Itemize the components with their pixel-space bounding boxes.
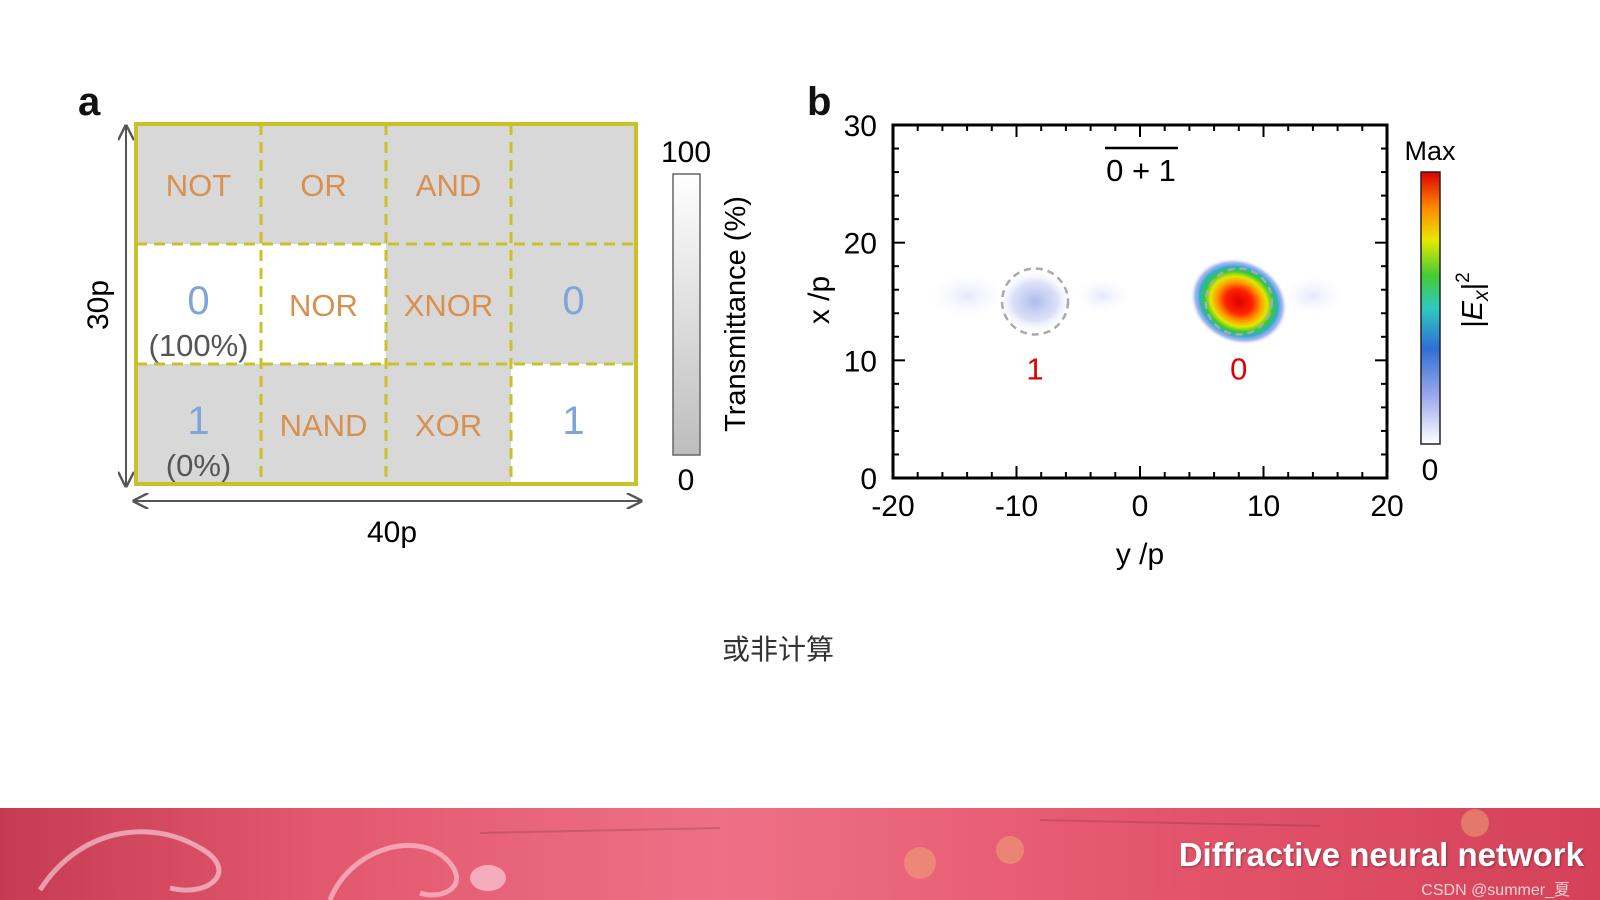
grid-cell (511, 364, 636, 484)
grid-cell (511, 124, 636, 244)
grid-border (134, 122, 638, 486)
y-tick-label: 20 (844, 228, 877, 261)
panel-b-letter: b (807, 80, 832, 124)
background-haze (1072, 275, 1133, 316)
x-tick-label: -20 (871, 490, 914, 523)
gate-label: XOR (415, 408, 482, 443)
grid-cell (261, 244, 386, 364)
expression-text: 0 + 1 (1106, 153, 1176, 188)
height-label: 30p (82, 280, 115, 330)
logic-value-label: 0 (562, 279, 584, 323)
panel-a-letter: a (78, 80, 101, 124)
intensity-colorbar-min: 0 (1422, 454, 1439, 487)
intensity-colorbar (1420, 171, 1441, 445)
grid-cell (511, 244, 636, 364)
footer-decoration (37, 809, 1489, 900)
expression-label: 0 + 1 (1105, 146, 1178, 188)
grid-cell (136, 124, 261, 244)
svg-text:|Ex|2: |Ex|2 (1453, 272, 1493, 328)
detector-label: 0 (1230, 352, 1247, 387)
figure-caption: 或非计算 (721, 633, 834, 666)
x-tick-label: -10 (995, 490, 1038, 523)
gate-label: NAND (280, 408, 368, 443)
width-label: 40p (367, 516, 417, 549)
intensity-spot (997, 269, 1074, 334)
footer-title: Diffractive neural network (1178, 836, 1584, 873)
grid-cell (386, 364, 511, 484)
x-axis-label: y /p (1116, 538, 1164, 571)
logic-value-label: 1 (187, 399, 209, 443)
colorbar-min-label: 0 (678, 464, 695, 497)
grid-cell (136, 364, 261, 484)
gate-label: OR (300, 168, 347, 203)
logic-value-label: 1 (562, 399, 584, 443)
logic-grid: NOT OR AND 0 (100%) NOR XNOR 0 1 (0%) NAND XOR 1 (134, 122, 638, 486)
grid-cell (136, 244, 261, 364)
gate-label: NOR (289, 288, 358, 323)
grid-cell (261, 364, 386, 484)
intensity-colorbar-title: |Ex|2 (1453, 272, 1493, 328)
grid-cell (261, 124, 386, 244)
colorbar-title: Transmittance (%) (720, 196, 752, 432)
gate-label: XNOR (404, 288, 494, 323)
x-tick-label: 10 (1247, 490, 1280, 523)
grid-cell (386, 124, 511, 244)
y-axis-label: x /p (803, 276, 836, 324)
logic-value-label: 0 (187, 279, 209, 323)
gate-label: NOT (166, 168, 232, 203)
y-tick-label: 30 (844, 110, 877, 143)
background-haze (1277, 273, 1348, 318)
background-haze (927, 270, 1008, 321)
watermark: CSDN @summer_夏 (1421, 882, 1570, 899)
grid-cell (386, 244, 511, 364)
colorbar-max-label: 100 (661, 136, 711, 169)
transmittance-label: (100%) (149, 328, 249, 363)
y-tick-label: 10 (844, 345, 877, 378)
y-tick-label: 0 (860, 463, 877, 496)
intensity-colorbar-max: Max (1404, 136, 1456, 166)
intensity-spot (1190, 257, 1288, 346)
x-tick-label: 20 (1370, 490, 1403, 523)
transmittance-colorbar (672, 173, 701, 456)
x-tick-label: 0 (1132, 490, 1149, 523)
detector-region (1204, 267, 1274, 336)
detector-label: 1 (1026, 352, 1043, 387)
panel-a-figure: NOT OR AND 0 (100%) NOR XNOR 0 1 (0%) NAND XOR 1 30p… (82, 122, 752, 549)
gate-label: AND (416, 168, 481, 203)
footer-banner: Diffractive neural network CSDN @summer_… (0, 808, 1600, 900)
detector-region (1000, 267, 1070, 336)
transmittance-label: (0%) (166, 448, 231, 483)
